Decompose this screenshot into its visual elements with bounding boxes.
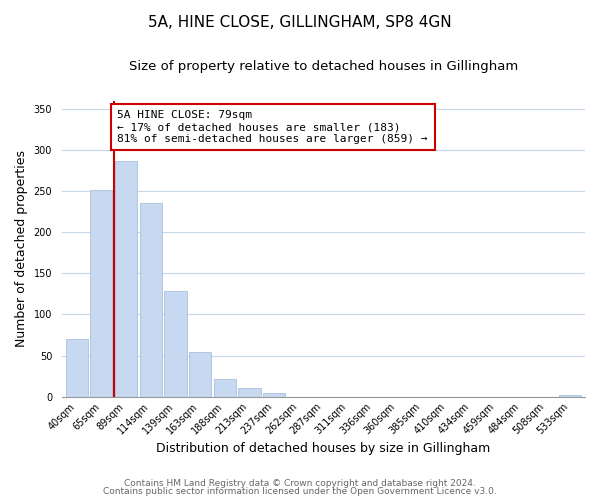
Bar [238,388,260,396]
Bar [140,202,162,396]
Text: 5A, HINE CLOSE, GILLINGHAM, SP8 4GN: 5A, HINE CLOSE, GILLINGHAM, SP8 4GN [148,15,452,30]
Bar [90,190,112,396]
X-axis label: Distribution of detached houses by size in Gillingham: Distribution of detached houses by size … [157,442,491,455]
Text: 5A HINE CLOSE: 79sqm
← 17% of detached houses are smaller (183)
81% of semi-deta: 5A HINE CLOSE: 79sqm ← 17% of detached h… [118,110,428,144]
Bar [263,394,285,396]
Bar [559,395,581,396]
Title: Size of property relative to detached houses in Gillingham: Size of property relative to detached ho… [129,60,518,73]
Bar [214,378,236,396]
Text: Contains public sector information licensed under the Open Government Licence v3: Contains public sector information licen… [103,487,497,496]
Bar [189,352,211,397]
Bar [65,339,88,396]
Bar [164,292,187,397]
Y-axis label: Number of detached properties: Number of detached properties [15,150,28,347]
Bar [115,162,137,396]
Text: Contains HM Land Registry data © Crown copyright and database right 2024.: Contains HM Land Registry data © Crown c… [124,478,476,488]
